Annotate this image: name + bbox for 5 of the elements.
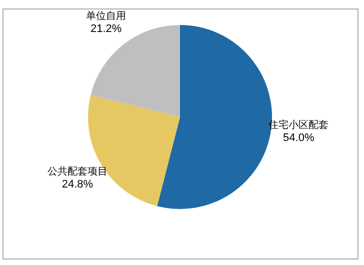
slice-label: 单位自用 bbox=[86, 10, 126, 22]
data-label: 21.2% bbox=[90, 22, 122, 35]
data-label: 24.8% bbox=[62, 178, 94, 191]
slice-label: 公共配套项目 bbox=[47, 166, 108, 178]
data-label: 54.0% bbox=[283, 132, 314, 144]
